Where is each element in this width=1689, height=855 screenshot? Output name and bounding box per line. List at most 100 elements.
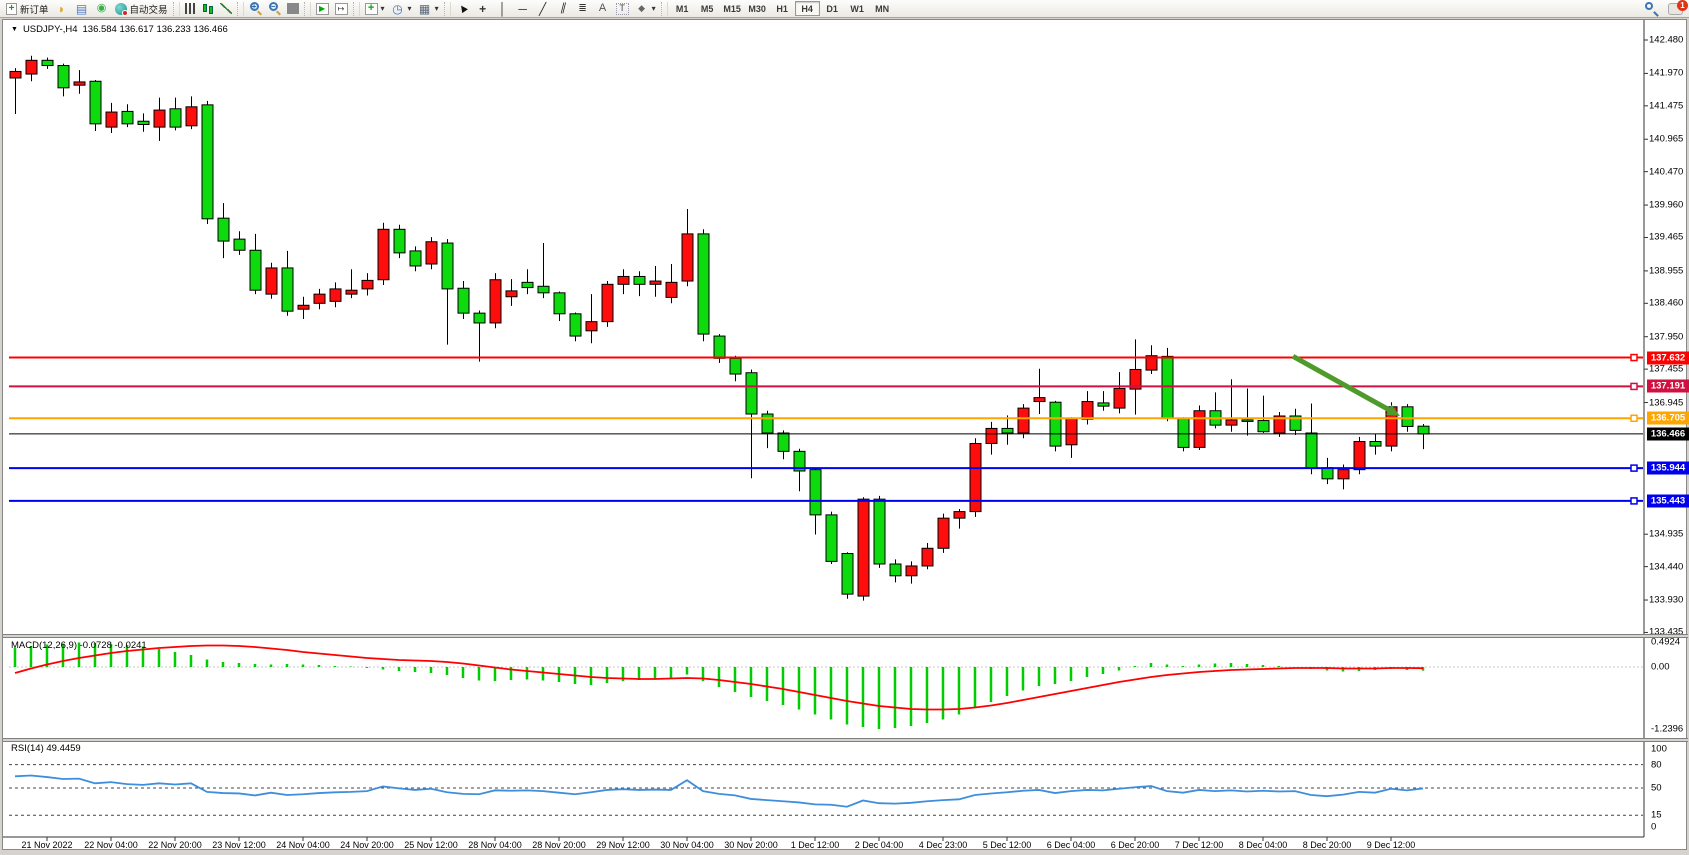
tile-windows-button[interactable]: [284, 1, 302, 17]
bar-chart-button[interactable]: [182, 1, 199, 17]
chevron-down-icon: ▾: [434, 4, 439, 13]
candle-bearish: [473, 312, 486, 324]
arrows-button[interactable]: ◆ ▾: [632, 1, 659, 17]
candle-bullish: [937, 517, 950, 549]
candle-bullish: [25, 59, 38, 75]
hline-handle[interactable]: [1630, 497, 1638, 505]
candle-bearish: [137, 120, 150, 125]
zoom-in-button[interactable]: +: [246, 1, 265, 17]
hline-handle[interactable]: [1630, 464, 1638, 472]
vertical-line-button[interactable]: │: [493, 1, 513, 17]
text-label-button[interactable]: T: [613, 1, 632, 17]
candlestick-chart-button[interactable]: [199, 1, 217, 17]
candle-bearish: [1097, 402, 1110, 407]
trend-arrow-line[interactable]: [1291, 354, 1393, 414]
macd-axis-label: 0.4924: [1651, 636, 1681, 648]
macd-axis-label: 0.00: [1651, 661, 1670, 673]
candle-bullish: [377, 228, 390, 281]
horizontal-line-objects[interactable]: [9, 353, 1643, 505]
rsi-panel: [9, 764, 1643, 816]
macd-panel-splitter[interactable]: [3, 634, 1688, 638]
cursor-button[interactable]: ▶: [453, 1, 473, 17]
timeframe-m15-button[interactable]: M15: [723, 3, 741, 14]
time-label: 28 Nov 20:00: [532, 840, 586, 850]
alerts-button[interactable]: ◗: [52, 1, 72, 17]
rsi-panel-splitter[interactable]: [3, 738, 1688, 742]
time-label: 24 Nov 20:00: [340, 840, 394, 850]
fibo-icon: ≣: [578, 2, 587, 14]
timeframe-w1-button[interactable]: W1: [850, 3, 864, 14]
candle-bullish: [1145, 355, 1158, 371]
toolbar-separator: [236, 1, 244, 16]
candle-bullish: [1353, 441, 1366, 471]
auto-scroll-button[interactable]: ▶: [313, 1, 332, 17]
zoom-out-button[interactable]: −: [265, 1, 284, 17]
time-label: 21 Nov 2022: [21, 840, 73, 850]
candle-bearish: [873, 498, 886, 565]
horn-icon: ◗: [57, 1, 66, 16]
timeframe-m30-button[interactable]: M30: [748, 3, 766, 14]
fibonacci-button[interactable]: ≣: [573, 1, 593, 17]
candle-bullish: [153, 109, 166, 128]
candle-bearish: [1241, 419, 1254, 422]
templates-button[interactable]: ▦ ▾: [415, 1, 442, 17]
zoom-in-icon: +: [249, 2, 262, 16]
market-watch-button[interactable]: ▤: [72, 1, 92, 17]
candle-bullish: [665, 281, 678, 298]
candle-bearish: [1049, 401, 1062, 447]
symbol-period-label: USDJPY-,H4: [22, 24, 78, 35]
time-label: 25 Nov 12:00: [404, 840, 458, 850]
price-tick-label: 137.950: [1649, 331, 1684, 343]
line-chart-button[interactable]: [217, 1, 235, 17]
crosshair-button[interactable]: +: [473, 1, 493, 17]
hline-handle[interactable]: [1630, 382, 1638, 391]
chart-window[interactable]: ▼ USDJPY-,H4 136.584 136.617 136.233 136…: [2, 19, 1689, 851]
candle-bearish: [1305, 432, 1318, 469]
rsi-axis-label: 50: [1651, 782, 1662, 794]
candle-bearish: [745, 372, 758, 415]
hline-handle[interactable]: [1630, 414, 1638, 423]
text-button[interactable]: A: [593, 1, 613, 17]
horizontal-line-button[interactable]: ─: [513, 1, 533, 17]
autotrading-button[interactable]: 自动交易: [112, 1, 171, 17]
timeframe-m5-button[interactable]: M5: [700, 3, 714, 14]
periods-button[interactable]: ◷ ▾: [388, 1, 415, 17]
new-order-button[interactable]: + 新订单: [3, 1, 52, 17]
timeframe-m1-button[interactable]: M1: [675, 3, 689, 14]
candle-bullish: [601, 283, 614, 323]
toolbar-separator: [660, 1, 668, 16]
collapse-triangle-icon[interactable]: ▼: [11, 26, 18, 33]
chart-shift-button[interactable]: ↦: [332, 1, 351, 17]
candle-bullish: [649, 280, 662, 285]
channel-button[interactable]: ∥: [553, 1, 573, 17]
candle-bullish: [857, 498, 870, 597]
candle-bearish: [809, 469, 822, 516]
signals-button[interactable]: ◉: [92, 1, 112, 17]
trendline-button[interactable]: ╱: [533, 1, 553, 17]
trend-arrow-object[interactable]: [1291, 354, 1400, 416]
time-label: 8 Dec 20:00: [1302, 840, 1352, 850]
toolbar-separator: [303, 1, 311, 16]
candle-bearish: [889, 563, 902, 577]
timeframe-h1-button[interactable]: H1: [776, 3, 788, 14]
candle-bearish: [569, 313, 582, 337]
candle-bearish: [217, 217, 230, 242]
candle-bullish: [313, 293, 326, 304]
chart-canvas[interactable]: [3, 20, 1688, 851]
rsi-axis-label: 0: [1651, 821, 1657, 833]
templates-icon: ▦: [418, 1, 431, 16]
candle-bearish: [729, 357, 742, 375]
rsi-line: [14, 774, 1424, 808]
timeframe-d1-button[interactable]: D1: [826, 3, 838, 14]
timeframe-h4-button[interactable]: H4: [794, 1, 820, 16]
messages-icon[interactable]: 1: [1668, 0, 1688, 15]
hline-handle[interactable]: [1630, 353, 1638, 362]
indicators-button[interactable]: + ▾: [362, 1, 388, 17]
macd-signal-line: [14, 644, 1424, 711]
time-label: 4 Dec 23:00: [918, 840, 968, 850]
candle-bearish: [521, 281, 534, 289]
toolbar-separator: [352, 1, 360, 16]
search-icon[interactable]: [1645, 2, 1659, 17]
candle-bearish: [713, 335, 726, 359]
timeframe-mn-button[interactable]: MN: [875, 3, 890, 14]
